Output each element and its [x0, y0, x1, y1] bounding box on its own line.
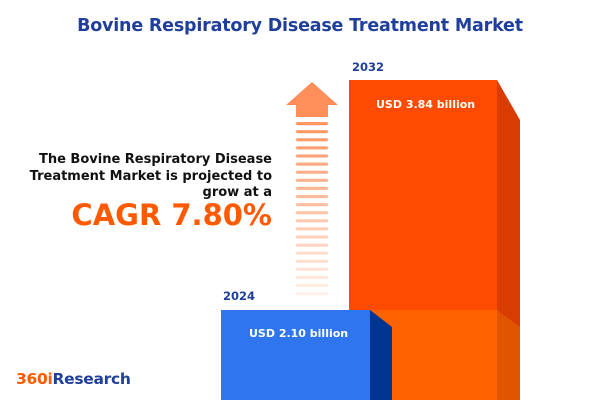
arrow-stripe	[296, 194, 328, 199]
bar-2032	[349, 80, 520, 400]
arrow-stripe	[296, 130, 328, 134]
arrow-stripe	[296, 203, 328, 207]
growth-arrow-icon	[286, 82, 338, 296]
arrow-stripe	[296, 259, 328, 263]
cagr-value: CAGR 7.80%	[71, 198, 272, 232]
arrow-stripe	[296, 170, 328, 174]
bar-2024	[221, 310, 392, 400]
arrow-stripe	[296, 178, 328, 182]
value-label-2032: USD 3.84 billion	[376, 98, 476, 111]
arrow-stripe	[296, 162, 328, 166]
arrow-stripe	[296, 275, 328, 280]
arrow-stripe	[296, 138, 328, 142]
arrow-stripe	[296, 154, 328, 158]
year-label-2024: 2024	[223, 289, 256, 303]
value-label-2024: USD 2.10 billion	[249, 327, 349, 340]
arrow-stripe	[296, 211, 328, 215]
arrow-stripe	[296, 235, 328, 239]
arrow-stripe	[296, 186, 328, 190]
arrow-stripe	[296, 227, 328, 231]
arrow-stripe	[296, 292, 328, 296]
arrow-stripe	[296, 122, 328, 126]
logo: 360iResearch	[16, 370, 131, 388]
arrow-stripe	[296, 251, 328, 255]
year-label-2032: 2032	[352, 60, 385, 74]
page-title: Bovine Respiratory Disease Treatment Mar…	[77, 16, 523, 36]
arrow-stripe	[296, 146, 328, 150]
arrow-stripe	[296, 243, 328, 247]
description-text: The Bovine Respiratory Disease Treatment…	[29, 152, 272, 200]
arrow-stripe	[296, 267, 328, 271]
arrow-stripe	[296, 284, 328, 288]
arrow-stripe	[296, 219, 328, 223]
